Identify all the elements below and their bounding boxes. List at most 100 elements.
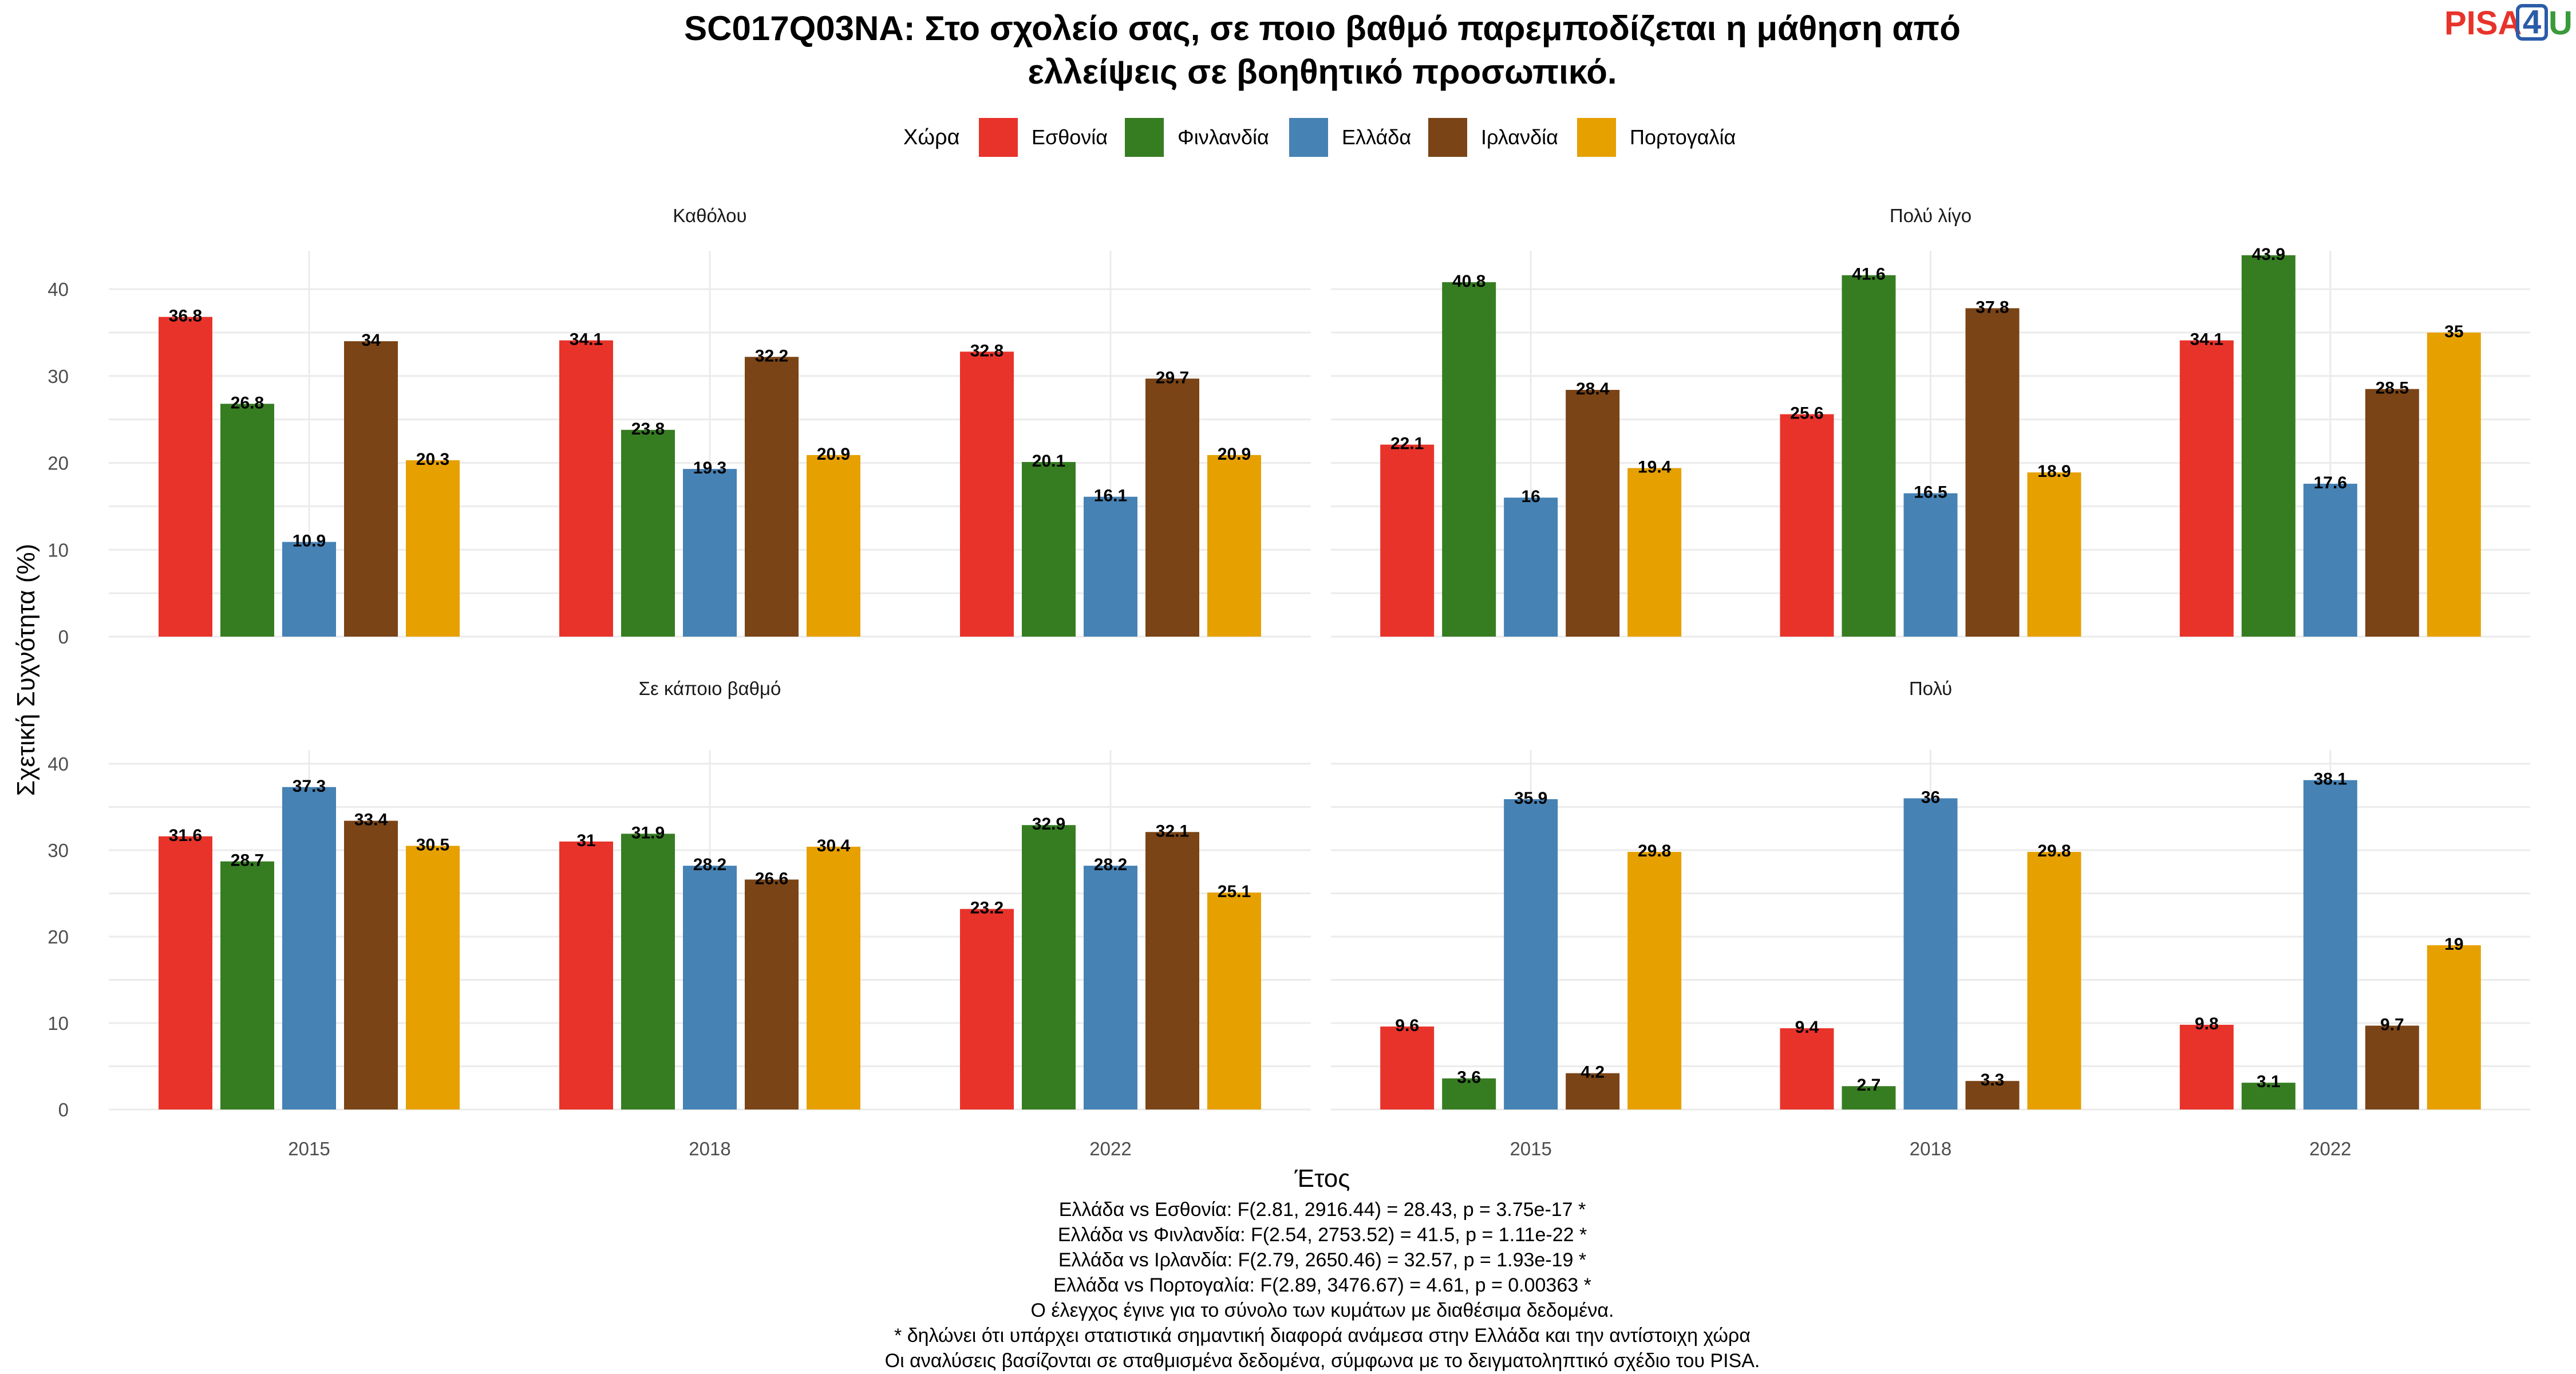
bar	[220, 861, 274, 1110]
data-label: 25.1	[1218, 882, 1251, 901]
data-label: 3.6	[1457, 1068, 1481, 1087]
bar	[1022, 825, 1076, 1110]
y-tick-label: 30	[48, 366, 69, 387]
data-label: 9.8	[2195, 1014, 2219, 1033]
legend-label: Φινλανδία	[1178, 125, 1269, 149]
facet-panel: Καθόλου 0 10 20 30 40 36.8 26.8 10.9 34 20.3 34.1 23…	[48, 205, 1311, 647]
data-label: 2.7	[1857, 1076, 1881, 1095]
caption-line: Οι αναλύσεις βασίζονται σε σταθμισμένα δ…	[885, 1350, 1760, 1372]
bar	[807, 455, 860, 637]
chart-title: SC017Q03NA: Στο σχολείο σας, σε ποιο βαθ…	[684, 9, 1961, 91]
legend-swatch	[1577, 118, 1616, 157]
caption-line: Ο έλεγχος έγινε για το σύνολο των κυμάτω…	[1031, 1300, 1614, 1321]
legend-label: Πορτογαλία	[1630, 125, 1736, 149]
facet-label: Καθόλου	[673, 205, 746, 226]
y-tick-label: 40	[48, 753, 69, 775]
bar	[1965, 308, 2020, 637]
data-label: 36.8	[169, 307, 202, 326]
data-label: 30.5	[416, 835, 449, 854]
data-label: 22.1	[1390, 435, 1424, 453]
y-tick-label: 0	[58, 626, 69, 647]
data-label: 20.9	[1218, 445, 1251, 464]
bar	[1145, 832, 1199, 1110]
data-label: 19	[2444, 935, 2463, 954]
data-label: 20.3	[416, 450, 449, 469]
bar	[745, 357, 799, 637]
facet-panel: Πολύ λίγο 22.1 40.8 16 28.4 19.4 25.6 41.6 16.5 3…	[1331, 205, 2530, 638]
data-label: 32.8	[970, 341, 1003, 360]
bar	[1504, 799, 1558, 1110]
bar	[621, 429, 675, 637]
bar	[1442, 1078, 1496, 1110]
bar	[344, 820, 398, 1110]
data-label: 34.1	[2190, 330, 2223, 349]
data-label: 31.9	[631, 823, 665, 842]
data-label: 23.8	[631, 420, 665, 439]
legend-title: Χώρα	[903, 125, 960, 149]
data-label: 19.3	[693, 459, 726, 477]
bar	[745, 879, 799, 1110]
y-tick-label: 0	[58, 1099, 69, 1120]
data-label: 3.3	[1981, 1071, 2005, 1089]
data-label: 26.8	[231, 393, 264, 412]
data-label: 28.7	[231, 851, 264, 870]
data-label: 25.6	[1790, 404, 1823, 423]
bar	[1842, 1086, 1896, 1110]
bar	[2027, 472, 2081, 637]
data-label: 32.2	[755, 346, 788, 365]
axis-titles: Έτος Σχετική Συχνότητα (%)	[12, 544, 1350, 1193]
data-label: 31	[576, 831, 595, 850]
bar	[220, 404, 274, 637]
data-label: 32.9	[1032, 815, 1065, 834]
data-label: 18.9	[2037, 462, 2071, 481]
bar	[1627, 468, 1682, 637]
data-label: 28.5	[2376, 379, 2409, 398]
y-tick-label: 10	[48, 539, 69, 560]
x-tick-label: 2015	[288, 1138, 330, 1159]
bar	[1627, 852, 1682, 1110]
bar	[282, 787, 336, 1110]
data-label: 35	[2444, 322, 2463, 341]
data-label: 29.8	[2037, 842, 2071, 860]
data-label: 36	[1921, 788, 1940, 807]
x-tick-label: 2018	[1910, 1138, 1951, 1159]
legend-item: Φινλανδία	[1125, 118, 1269, 157]
data-label: 9.6	[1395, 1016, 1419, 1035]
facet-label: Πολύ λίγο	[1890, 205, 1971, 226]
data-label: 17.6	[2314, 473, 2347, 492]
bar	[1442, 282, 1496, 637]
bar	[1566, 390, 1620, 637]
x-tick-label: 2022	[1089, 1138, 1131, 1159]
y-axis-title: Σχετική Συχνότητα (%)	[12, 544, 40, 796]
data-label: 28.4	[1576, 380, 1610, 398]
legend-swatch	[1289, 118, 1328, 157]
data-label: 29.7	[1156, 368, 1189, 387]
bar	[159, 836, 212, 1110]
legend-swatch	[1428, 118, 1467, 157]
bar	[1380, 444, 1435, 637]
data-label: 16	[1521, 487, 1540, 506]
data-label: 40.8	[1452, 272, 1485, 291]
legend-label: Ιρλανδία	[1481, 125, 1558, 149]
bar	[1145, 378, 1199, 637]
caption-line: Ελλάδα vs Φινλανδία: F(2.54, 2753.52) = …	[1058, 1224, 1587, 1246]
data-label: 28.2	[693, 855, 726, 874]
x-axis-title: Έτος	[1294, 1164, 1350, 1193]
data-label: 20.1	[1032, 452, 1065, 471]
facet-label: Σε κάποιο βαθμό	[639, 678, 781, 699]
data-label: 31.6	[169, 826, 202, 845]
facet-label: Πολύ	[1909, 678, 1952, 699]
data-label: 3.1	[2257, 1072, 2281, 1091]
y-tick-label: 20	[48, 926, 69, 947]
bar	[1566, 1073, 1620, 1110]
bar	[2427, 945, 2481, 1110]
bar	[621, 834, 675, 1110]
caption-line: Ελλάδα vs Ιρλανδία: F(2.79, 2650.46) = 3…	[1058, 1249, 1586, 1271]
bar	[1504, 498, 1558, 637]
data-label: 30.4	[817, 836, 851, 855]
data-label: 43.9	[2252, 245, 2285, 264]
y-tick-label: 10	[48, 1013, 69, 1034]
bar	[2303, 780, 2357, 1110]
bar	[2427, 332, 2481, 637]
data-label: 37.3	[293, 777, 326, 796]
